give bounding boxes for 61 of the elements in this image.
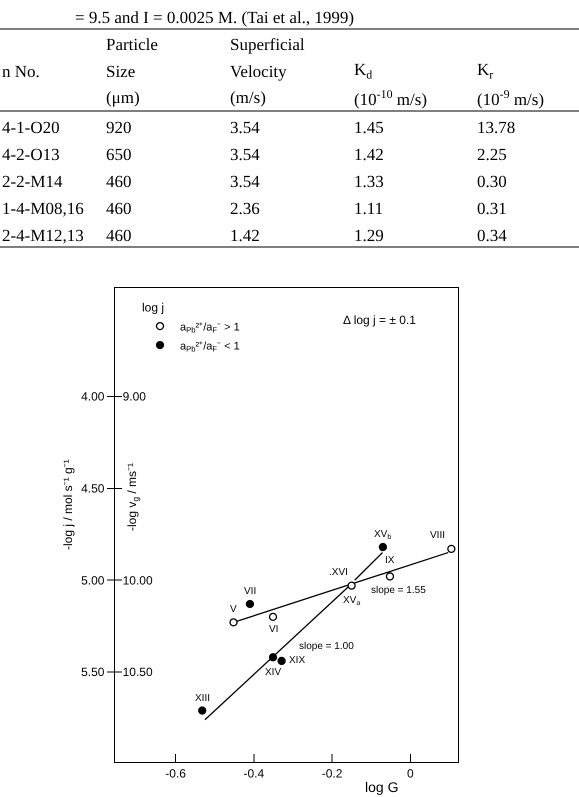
annotation: slope = 1.00 [299, 641, 354, 652]
text: 3.54 [230, 145, 260, 164]
category-label: Superficial Velocity (m/s) [230, 35, 305, 107]
y2-tick-label: 9.00 [122, 390, 146, 404]
annotation: VIII [430, 530, 446, 541]
category-label: 2-4-M12,13 [2, 226, 84, 245]
annotation: XIV [265, 667, 282, 678]
text: 1.11 [354, 199, 384, 218]
text: n No. [2, 62, 40, 81]
text: 2.25 [477, 145, 507, 164]
annotation: VI [269, 624, 278, 635]
x-axis-title: log G [365, 779, 398, 795]
y2-tick-label: 10.50 [122, 665, 153, 680]
annotation: IX [385, 555, 395, 566]
category-label: Particle Size (μm) [106, 35, 158, 107]
annotation: V [230, 604, 237, 615]
text: 3.54 [230, 172, 260, 191]
text: 0.34 [477, 226, 507, 245]
text: 1.42 [230, 226, 260, 245]
text: 2.36 [230, 199, 260, 218]
text: 460 [106, 226, 132, 245]
category-label: K$_{d}$ (10$^{-10}$ m/s) [354, 60, 428, 110]
annotation: VII [244, 586, 256, 597]
text: 1.45 [354, 118, 384, 137]
y2-tick-label: 10.00 [122, 573, 153, 588]
annotation: slope = 1.55 [371, 585, 426, 596]
text: 1.33 [354, 172, 384, 191]
legend-label: a$_{Pb}$²⁺/a$_{F}$⁻ > 1 [180, 321, 240, 335]
y-tick-label: 4.50 [81, 481, 105, 496]
text: 3.54 [230, 118, 260, 137]
category-label: K$_{r}$ (10$^{-9}$ m/s) [477, 60, 544, 110]
text: 0.30 [477, 172, 507, 191]
category-label: 4-2-O13 [2, 145, 60, 164]
annotation: Δ log j = ± 0.1 [343, 313, 416, 327]
text: 460 [106, 172, 132, 191]
y-tick-label: 5.50 [81, 665, 105, 680]
text: 1.42 [354, 145, 384, 164]
annotation: XV$_{b}$ [374, 529, 392, 542]
category-label: 1-4-M08,16 [2, 199, 84, 218]
text: = 9.5 and I = 0.0025 M. (Tai et al., 1999) [75, 8, 354, 27]
x-tick-label: -0.6 [165, 766, 186, 781]
text: 460 [106, 199, 132, 218]
category-label: 2-2-M14 [2, 172, 62, 191]
x-tick-label: -0.4 [243, 766, 264, 781]
annotation: XV$_{a}$ [343, 595, 360, 608]
x-tick-label: -0.2 [322, 766, 343, 781]
y-axis-title: -log j / mol s⁻¹ g⁻¹ [61, 459, 75, 550]
annotation: XIII [195, 693, 210, 704]
annotation: XIX [289, 655, 306, 666]
text: 1.29 [354, 226, 384, 245]
annotation: .XVI [329, 567, 348, 578]
text: 650 [106, 145, 132, 164]
legend-title: log j [142, 300, 164, 315]
x-tick-label: 0 [406, 766, 414, 781]
legend-label: a$_{Pb}$²⁺/a$_{F}$⁻ < 1 [180, 340, 240, 354]
category-label: 4-1-O20 [2, 118, 60, 137]
text: 920 [106, 118, 132, 137]
y-tick-label: 4.00 [81, 390, 105, 404]
text: 0.31 [477, 199, 507, 218]
y-tick-label: 5.00 [81, 573, 105, 588]
text: 13.78 [477, 118, 516, 137]
